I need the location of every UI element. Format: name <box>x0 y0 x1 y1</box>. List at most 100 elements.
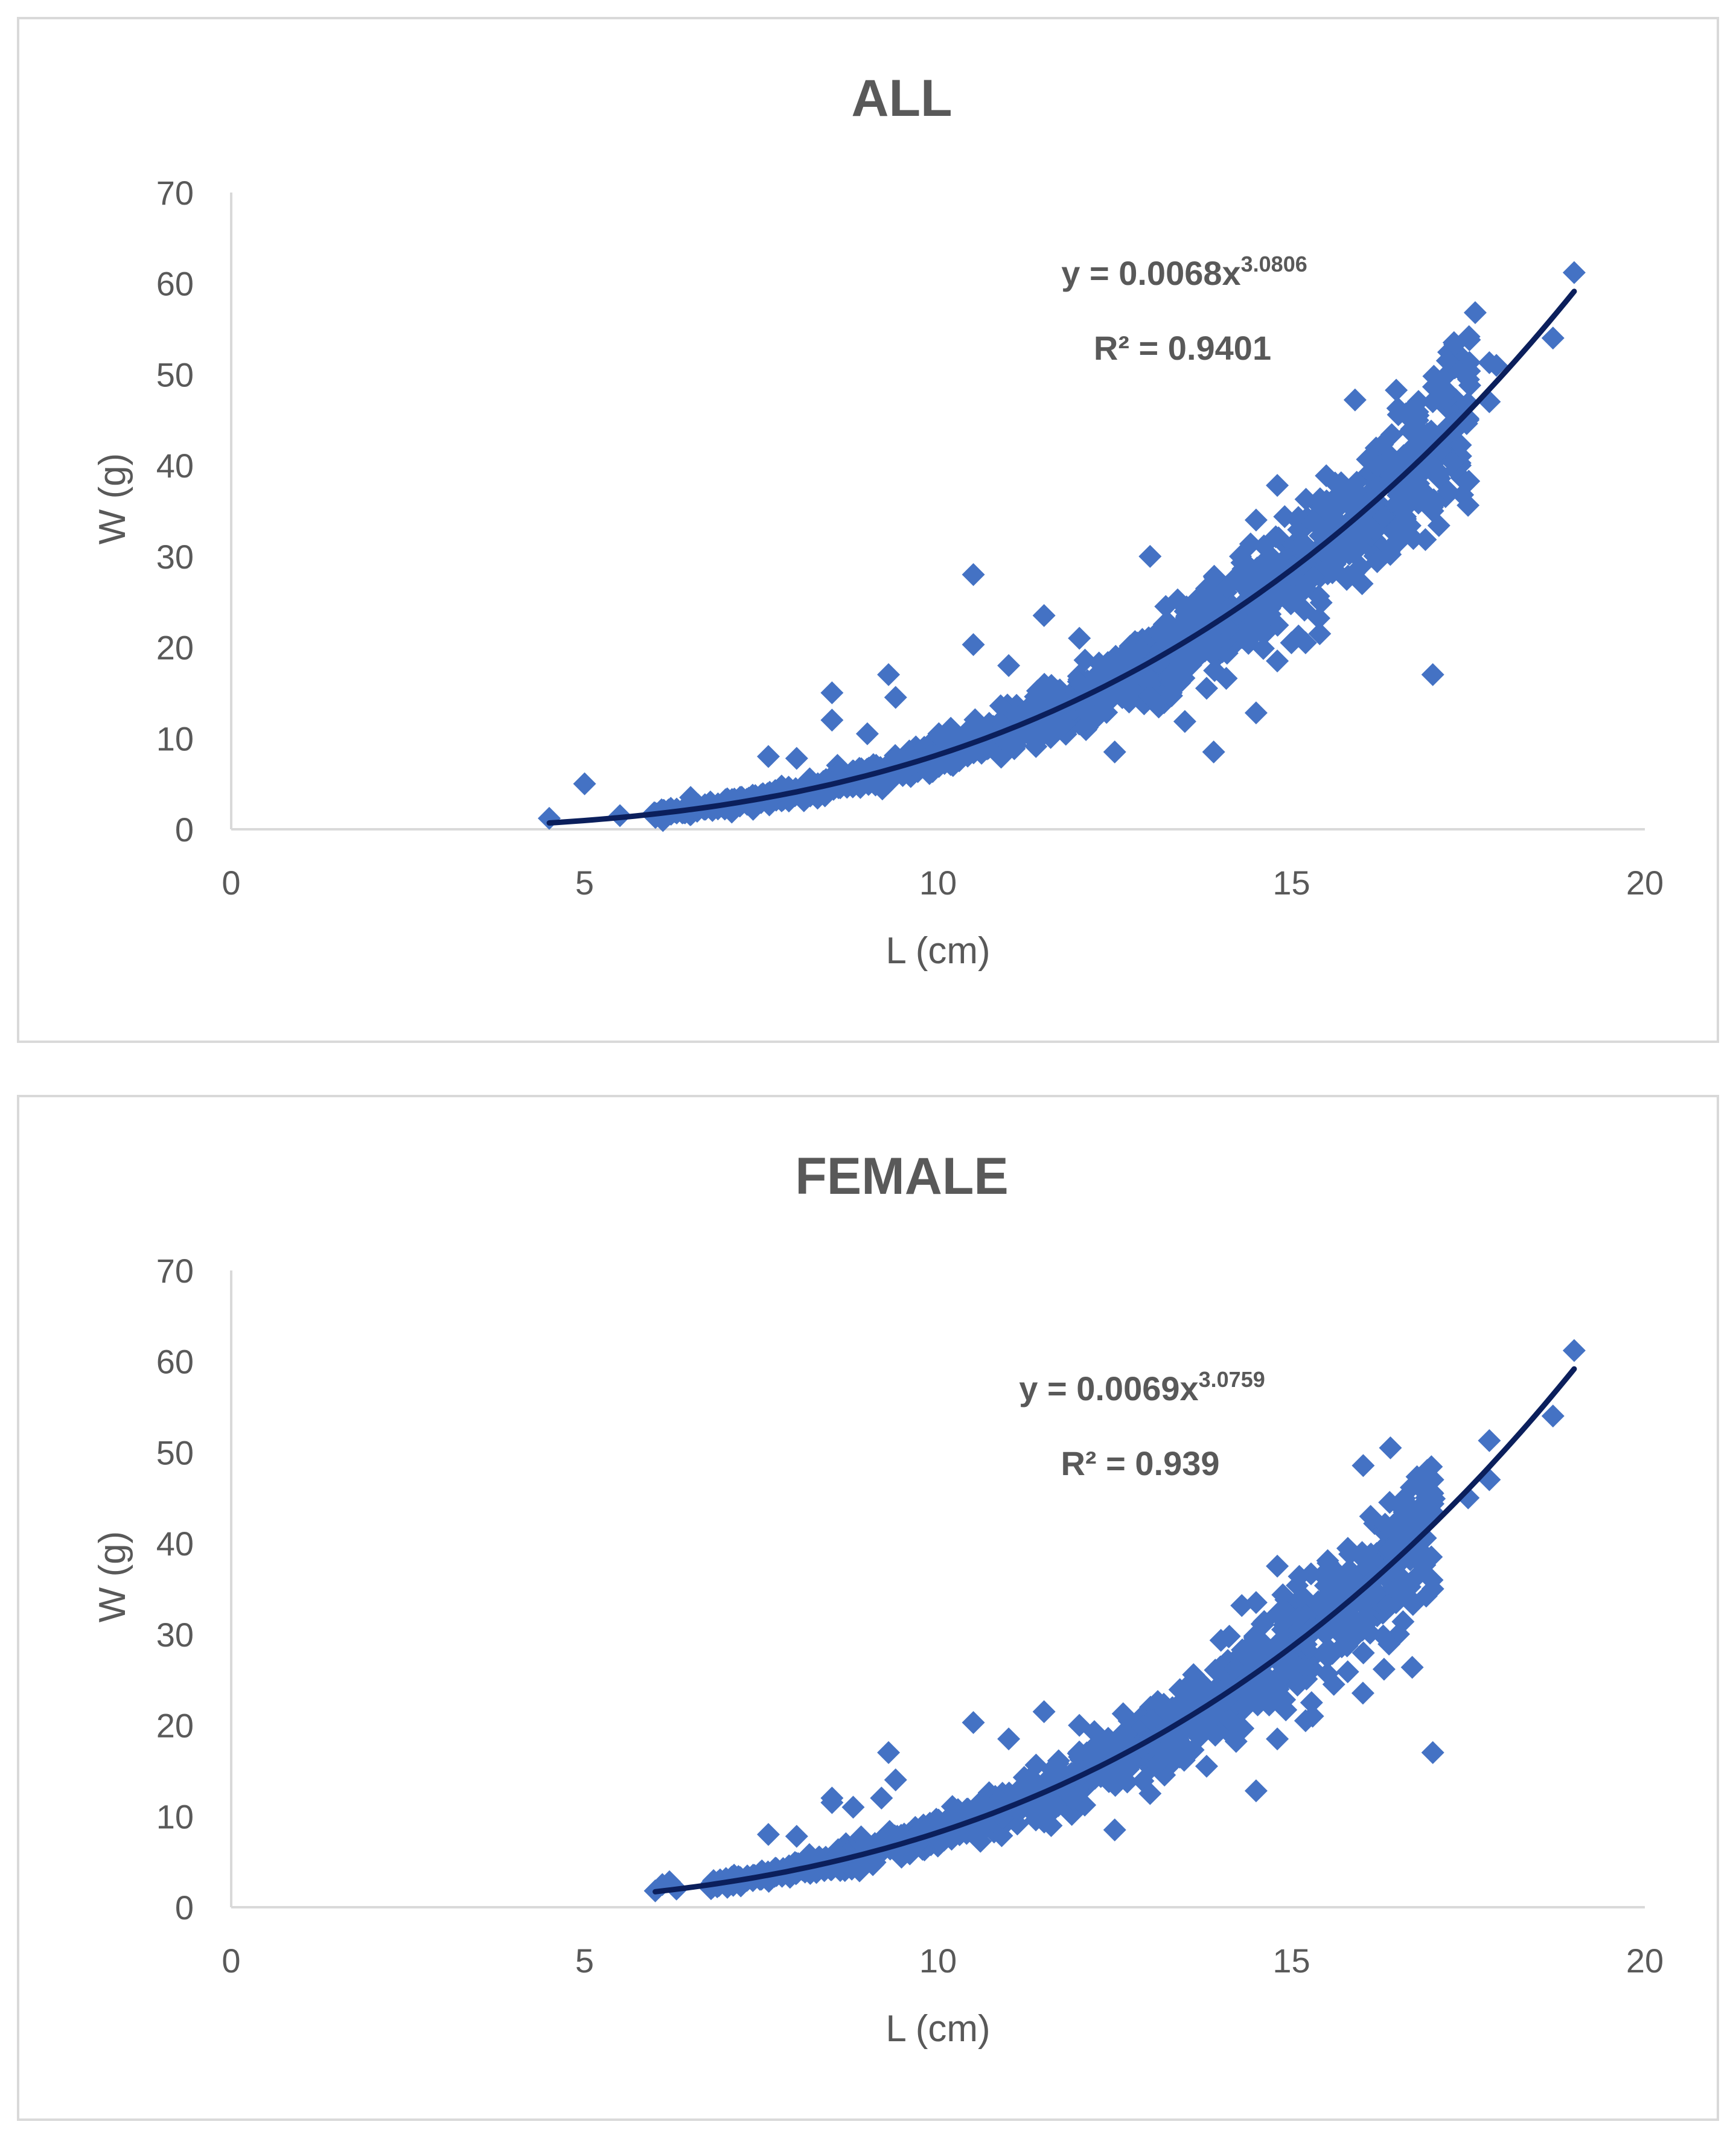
data-point <box>1364 1583 1387 1606</box>
data-point-outlier <box>820 709 844 732</box>
data-point <box>1329 1601 1353 1624</box>
data-point <box>1457 494 1480 517</box>
data-point-outlier <box>1138 1782 1162 1805</box>
data-point <box>1087 651 1111 675</box>
power-trendline <box>653 1366 1577 1895</box>
data-point <box>1024 735 1048 758</box>
data-point <box>1293 1589 1316 1612</box>
data-point <box>1288 1564 1311 1588</box>
data-point-outlier <box>1244 1779 1268 1803</box>
data-point <box>1365 550 1389 573</box>
data-point <box>969 1794 993 1818</box>
data-point <box>1217 617 1240 640</box>
x-axis-title: L (cm) <box>886 930 990 972</box>
x-tick-label: 5 <box>575 1942 594 1980</box>
data-point <box>1373 1513 1397 1536</box>
data-point <box>1307 607 1331 630</box>
x-tick-label: 0 <box>222 864 240 902</box>
y-tick-label: 10 <box>156 719 194 757</box>
data-point <box>1166 588 1189 611</box>
data-point <box>884 744 907 767</box>
data-point <box>1274 1659 1298 1682</box>
data-point-outlier <box>997 654 1021 677</box>
data-point <box>956 744 980 768</box>
data-point-outlier <box>1103 740 1126 763</box>
y-tick-label: 40 <box>156 1525 194 1563</box>
data-point <box>1182 1663 1205 1686</box>
data-point <box>1180 636 1204 660</box>
data-point <box>1343 478 1367 502</box>
data-point <box>1350 525 1373 549</box>
data-point <box>1137 670 1160 693</box>
data-point-outlier <box>870 1787 893 1810</box>
y-tick-label: 50 <box>156 1433 194 1471</box>
data-point <box>1358 1621 1382 1645</box>
data-point-outlier <box>1478 1468 1501 1491</box>
y-tick-label: 30 <box>156 538 194 576</box>
data-point-outlier <box>1407 1550 1431 1573</box>
r-squared-label: R² = 0.9401 <box>1094 329 1271 367</box>
data-point <box>1366 454 1390 478</box>
y-tick-label: 20 <box>156 1707 194 1745</box>
data-point-outlier <box>877 663 901 686</box>
data-point-outlier <box>1485 354 1508 377</box>
y-tick-label: 70 <box>156 174 194 212</box>
data-points-group <box>643 1339 1586 1902</box>
data-point <box>1385 1576 1409 1599</box>
data-point <box>1336 1660 1359 1683</box>
data-point-outlier <box>1266 1554 1289 1578</box>
data-point-outlier <box>884 686 907 709</box>
data-point-outlier <box>820 681 844 704</box>
data-point <box>1253 620 1277 643</box>
data-point-outlier <box>1244 701 1268 725</box>
x-tick-label: 15 <box>1272 1942 1310 1980</box>
data-point <box>1315 489 1338 512</box>
data-point-outlier <box>1266 649 1289 673</box>
data-point <box>1138 684 1161 708</box>
data-point-outlier <box>1308 622 1332 645</box>
r-squared-label: R² = 0.939 <box>1061 1444 1219 1482</box>
data-point-outlier <box>1343 388 1367 412</box>
chart-panel-female: FEMALE 0 10 20 30 40 50 60 70 0 5 10 15 20 L (cm) W (g)… <box>17 1095 1719 2121</box>
data-point <box>1180 1689 1204 1713</box>
y-tick-label: 10 <box>156 1797 194 1835</box>
data-point-outlier <box>1400 417 1423 441</box>
data-point-outlier <box>1428 377 1452 400</box>
data-point <box>1189 1715 1213 1739</box>
data-point-outlier <box>756 1823 780 1846</box>
data-point <box>1152 1692 1175 1716</box>
y-axis-title: W (g) <box>92 453 133 545</box>
data-point <box>1173 710 1196 733</box>
data-point-outlier <box>1386 1532 1409 1555</box>
data-point <box>1215 1688 1239 1712</box>
data-point <box>1245 1634 1269 1658</box>
data-point <box>1302 509 1326 533</box>
data-point-outlier <box>1202 740 1225 763</box>
y-tick-label: 40 <box>156 447 194 485</box>
data-point-outlier <box>1386 454 1409 477</box>
data-point <box>1316 1646 1339 1669</box>
data-point-outlier <box>1032 1700 1056 1723</box>
data-point-outlier <box>962 1711 985 1735</box>
data-point <box>1384 476 1408 500</box>
x-tick-label: 15 <box>1272 864 1310 902</box>
data-point-outlier <box>1442 331 1466 354</box>
data-point <box>927 755 951 779</box>
data-point <box>1313 1574 1337 1598</box>
data-point <box>1097 1759 1120 1783</box>
y-tick-label: 70 <box>156 1252 194 1290</box>
data-point <box>1168 1678 1192 1701</box>
data-point <box>1302 566 1326 589</box>
data-point <box>1201 631 1224 654</box>
data-point <box>1251 1613 1275 1637</box>
data-point <box>1038 1770 1062 1793</box>
data-point-outlier <box>1562 261 1586 284</box>
data-point <box>1076 716 1099 739</box>
data-point <box>1393 1490 1417 1514</box>
trendline-equation: y = 0.0069x3.0759 <box>1019 1367 1265 1407</box>
data-point-outlier <box>1195 1755 1218 1778</box>
scatter-chart-svg: FEMALE 0 10 20 30 40 50 60 70 0 5 10 15 20 L (cm) W (g)… <box>92 1147 1664 2050</box>
data-point <box>1385 378 1408 402</box>
x-tick-label: 10 <box>919 1942 957 1980</box>
chart-title: FEMALE <box>795 1147 1009 1205</box>
